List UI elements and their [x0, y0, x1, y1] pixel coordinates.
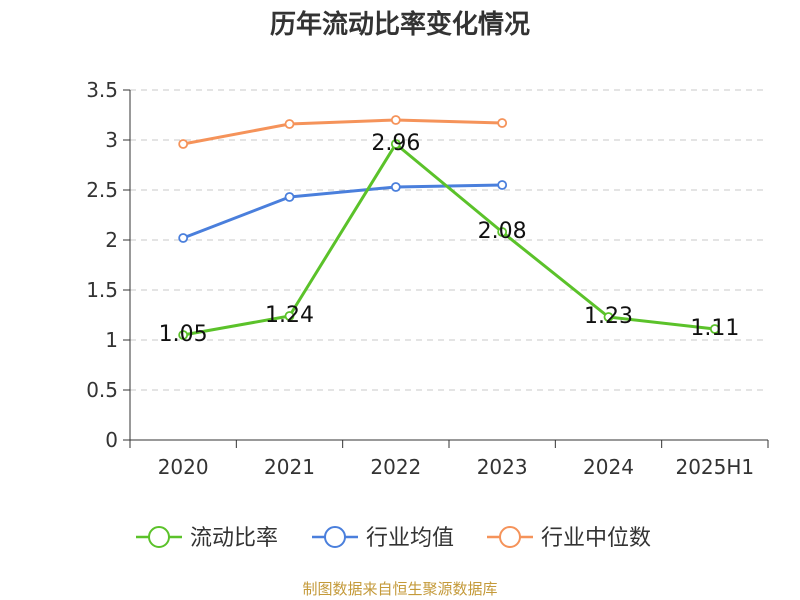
data-point — [284, 311, 295, 321]
data-point — [178, 330, 189, 340]
data-point — [390, 139, 401, 149]
y-tick-label: 2 — [105, 228, 118, 252]
data-label: 1.11 — [690, 316, 739, 341]
data-label: 1.05 — [159, 322, 208, 347]
x-tick-label: 2020 — [158, 455, 209, 479]
legend-marker — [148, 526, 170, 548]
data-label: 1.23 — [584, 304, 633, 329]
y-tick-label: 3.5 — [86, 78, 118, 102]
axis-layer: 0 0.5 1 1.5 2 2.5 3 3.5 2020 2021 2022 2023 2024 2025… — [86, 78, 769, 479]
data-point — [178, 139, 189, 149]
x-tick-label: 2024 — [583, 455, 634, 479]
y-tick-label: 1.5 — [86, 278, 118, 302]
data-point — [497, 118, 508, 128]
y-tick-label: 1 — [105, 328, 118, 352]
x-tick-label: 2021 — [264, 455, 315, 479]
legend-label: 行业中位数 — [541, 526, 651, 551]
legend-label: 行业均值 — [366, 526, 454, 551]
data-point — [284, 119, 295, 129]
x-tick-label: 2022 — [370, 455, 421, 479]
chart-title: 历年流动比率变化情况 — [269, 10, 530, 40]
legend-marker — [499, 526, 521, 548]
source-note: 制图数据来自恒生聚源数据库 — [302, 580, 498, 598]
x-tick-label: 2025H1 — [675, 455, 754, 479]
x-tick-label: 2023 — [477, 455, 528, 479]
data-label: 1.24 — [265, 303, 314, 328]
series-line — [182, 142, 716, 337]
y-tick-label: 0 — [105, 428, 118, 452]
legend-item[interactable]: 流动比率 — [136, 526, 278, 551]
data-point — [390, 182, 401, 192]
legend[interactable]: 流动比率 行业均值 行业中位数 — [136, 526, 651, 551]
label-layer: 1.05 1.24 2.96 2.08 1.23 1.11 — [159, 131, 740, 347]
y-tick-label: 0.5 — [86, 378, 118, 402]
data-point — [390, 115, 401, 125]
legend-item[interactable]: 行业中位数 — [487, 526, 651, 551]
series-line — [182, 183, 503, 240]
series-line — [182, 118, 503, 146]
series-layer — [178, 115, 720, 340]
legend-item[interactable]: 行业均值 — [312, 526, 454, 551]
y-tick-label: 2.5 — [86, 178, 118, 202]
legend-label: 流动比率 — [190, 526, 278, 551]
data-point — [497, 227, 508, 237]
legend-marker — [324, 526, 346, 548]
data-point — [603, 312, 614, 322]
data-point — [178, 233, 189, 243]
data-label: 2.96 — [371, 131, 420, 156]
data-label: 2.08 — [478, 219, 527, 244]
y-tick-label: 3 — [105, 128, 118, 152]
data-point — [497, 180, 508, 190]
data-point — [284, 192, 295, 202]
grid-layer — [130, 89, 768, 391]
data-point — [709, 324, 720, 334]
